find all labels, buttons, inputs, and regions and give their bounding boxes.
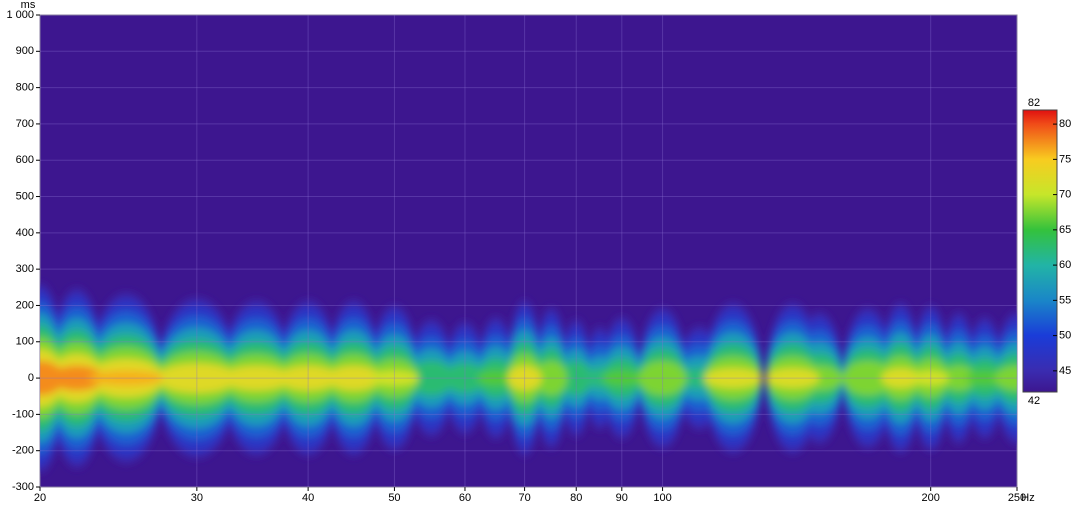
level-region <box>912 370 949 386</box>
level-region <box>444 363 485 393</box>
colorbar-max: 82 <box>1028 97 1040 109</box>
y-tick-label: 100 <box>16 336 34 348</box>
x-tick-label: 60 <box>459 492 471 504</box>
level-region <box>221 365 291 391</box>
colorbar-tick-label: 80 <box>1059 118 1071 130</box>
colorbar-tick-label: 60 <box>1059 259 1071 271</box>
level-region <box>50 365 104 391</box>
y-tick-label: 300 <box>16 263 34 275</box>
level-region <box>507 365 542 391</box>
colorbar-min: 42 <box>1028 395 1040 407</box>
y-tick-label: 600 <box>16 154 34 166</box>
level-region <box>370 370 419 386</box>
y-tick-label: 800 <box>16 82 34 94</box>
y-tick-label: 0 <box>28 372 34 384</box>
y-tick-label: -200 <box>12 445 34 457</box>
x-tick-label: 100 <box>653 492 671 504</box>
y-unit: ms <box>21 0 36 11</box>
level-region <box>638 360 687 396</box>
level-region <box>156 363 238 393</box>
level-region <box>842 360 893 396</box>
level-region <box>535 360 568 396</box>
colorbar-tick-label: 50 <box>1059 330 1071 342</box>
y-tick-label: 900 <box>16 45 34 57</box>
level-region <box>994 365 1017 391</box>
colorbar-tick-label: 75 <box>1059 153 1071 165</box>
x-tick-label: 50 <box>388 492 400 504</box>
x-tick-label: 200 <box>922 492 940 504</box>
x-tick-label: 80 <box>570 492 582 504</box>
level-region <box>704 367 763 389</box>
level-region <box>409 360 454 396</box>
x-tick-label: 250 <box>1008 492 1026 504</box>
colorbar-tick-label: 45 <box>1059 365 1071 377</box>
x-tick-label: 70 <box>518 492 530 504</box>
level-region <box>326 365 381 391</box>
x-tick-label: 30 <box>191 492 203 504</box>
level-region <box>941 365 976 391</box>
y-tick-label: -300 <box>12 481 34 493</box>
level-region <box>966 370 1003 386</box>
level-region <box>477 370 515 386</box>
y-tick-label: 700 <box>16 118 34 130</box>
level-region <box>765 367 820 389</box>
level-region <box>561 360 592 396</box>
y-tick-label: 200 <box>16 299 34 311</box>
heatmap <box>40 282 1017 474</box>
level-region <box>881 367 921 389</box>
x-unit: Hz <box>1021 492 1034 504</box>
level-region <box>602 370 642 386</box>
level-region <box>277 365 339 391</box>
y-tick-label: 500 <box>16 190 34 202</box>
level-region <box>89 370 164 386</box>
x-tick-label: 20 <box>34 492 46 504</box>
colorbar-tick-label: 70 <box>1059 189 1071 201</box>
colorbar-tick-label: 55 <box>1059 294 1071 306</box>
y-tick-label: -100 <box>12 408 34 420</box>
x-tick-label: 90 <box>616 492 628 504</box>
y-tick-label: 400 <box>16 227 34 239</box>
colorbar-tick-label: 65 <box>1059 224 1071 236</box>
colorbar <box>1022 109 1058 393</box>
y-tick-label: 1 000 <box>6 9 34 21</box>
x-tick-label: 40 <box>302 492 314 504</box>
